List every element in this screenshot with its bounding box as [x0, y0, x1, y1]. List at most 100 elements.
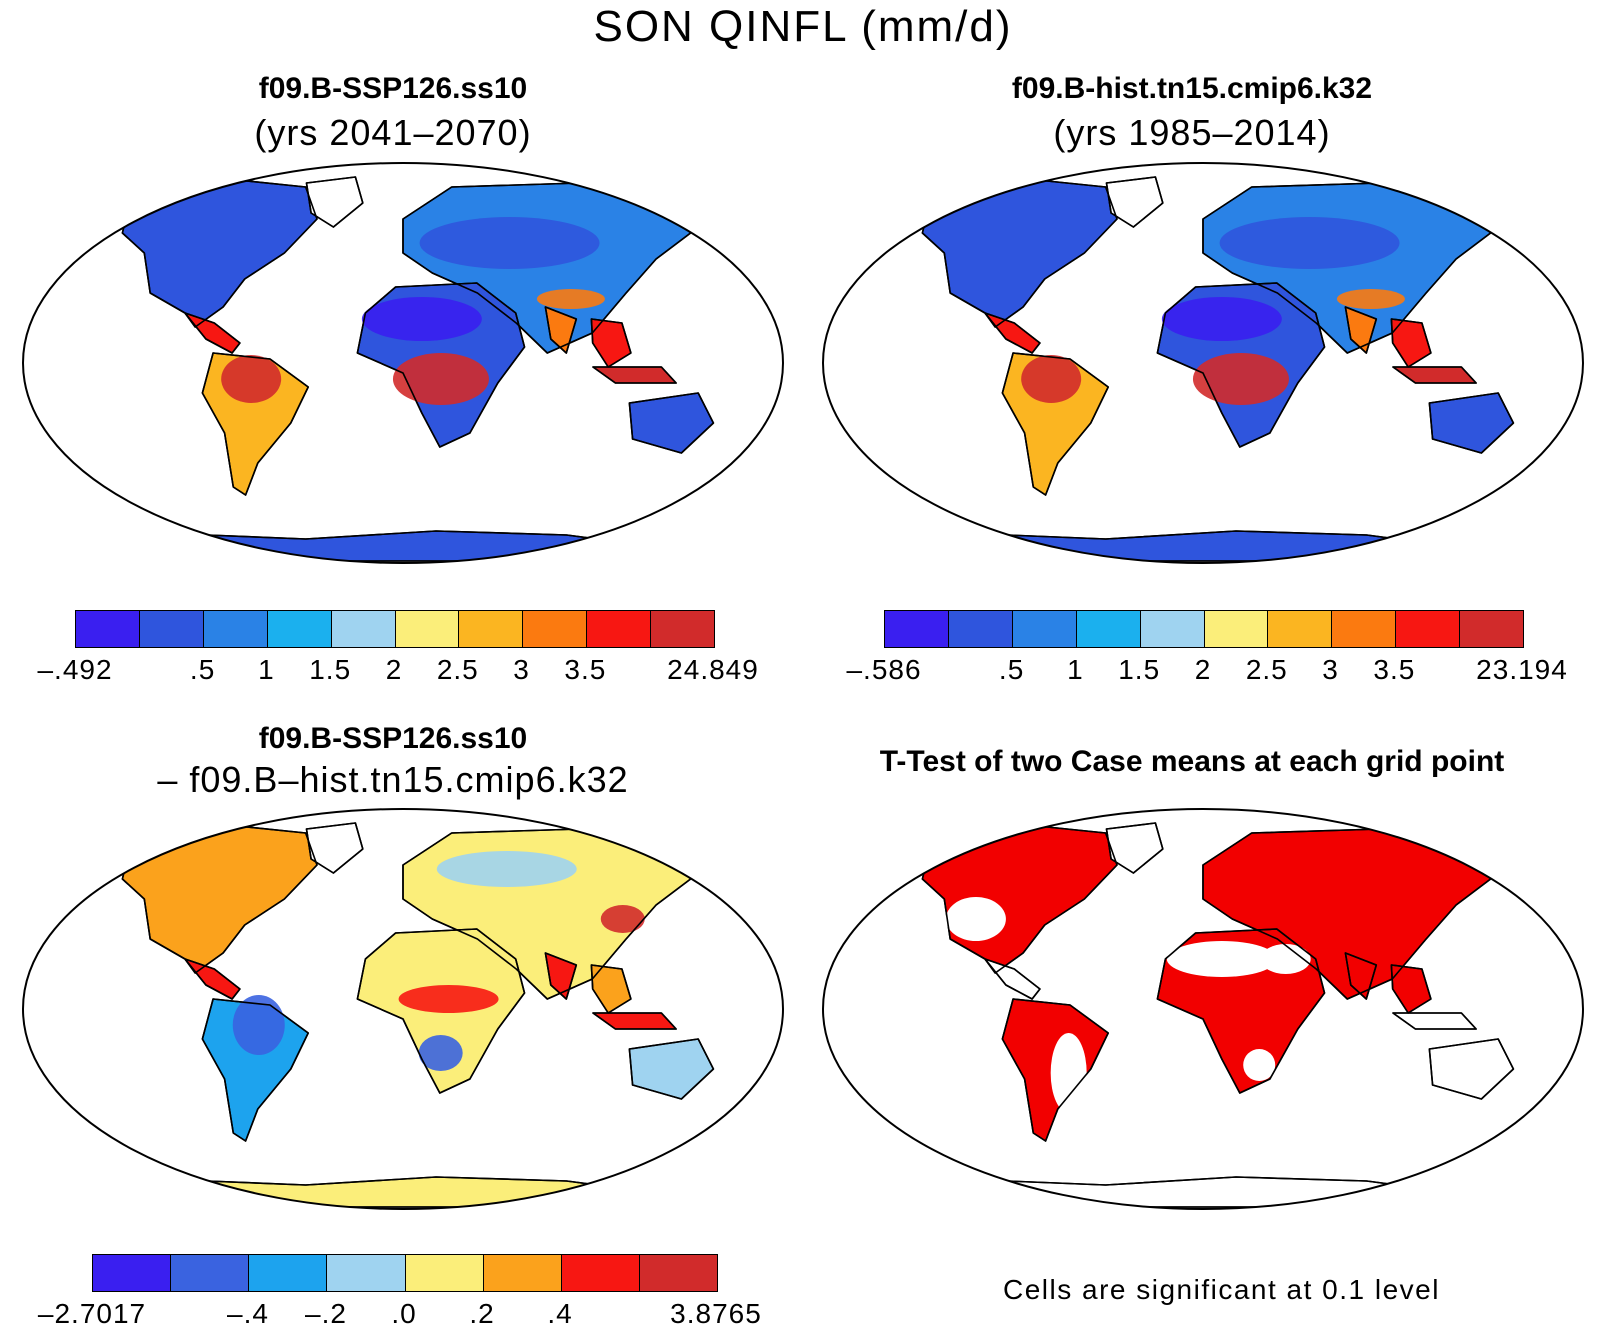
coastline-seAsia [1390, 964, 1432, 1014]
coastline-centralAmerica [984, 958, 1041, 1000]
coastline-australia [1428, 1038, 1515, 1100]
coastline-africa [1156, 928, 1326, 1094]
map-panel-4 [822, 808, 1584, 1210]
landmass-australia [1428, 1038, 1515, 1100]
map-panel-1 [22, 162, 784, 564]
map-panel-3 [22, 808, 784, 1210]
coastline-southAmerica [201, 352, 310, 496]
landmass-centralAmerica [984, 958, 1041, 1000]
colorbar-swatch [76, 611, 140, 647]
panel-1-title: f09.B-SSP126.ss10 [258, 72, 528, 105]
colorbar-tick-label: .0 [391, 1298, 417, 1329]
coastline-northAmerica [921, 824, 1118, 974]
colorbar-tick-label: 3.5 [564, 654, 607, 685]
coastline-africa [356, 928, 526, 1094]
field-patch [1192, 353, 1289, 405]
colorbar-swatch [1012, 611, 1077, 647]
coastline-seAsia [1390, 318, 1432, 368]
coastline-indonesia [592, 1012, 677, 1030]
coastline-northAmerica [921, 178, 1118, 328]
colorbar-tick-label: 2 [385, 654, 403, 685]
map-boundary [822, 808, 1584, 1210]
landmass-centralAmerica [184, 312, 241, 354]
colorbar-swatch [139, 611, 204, 647]
field-patch [361, 297, 482, 341]
colorbar-swatch [267, 611, 332, 647]
landmass-centralAmerica [184, 958, 241, 1000]
field-patch [1336, 289, 1405, 309]
non-significant-area [945, 897, 1006, 941]
coastline-africa [356, 282, 526, 448]
colorbar-tick-label: .2 [469, 1298, 495, 1329]
landmass-northAmerica [121, 178, 318, 328]
colorbar-swatch [171, 1255, 250, 1291]
panel-3-subtitle: – f09.B–hist.tn15.cmip6.k32 [157, 759, 629, 800]
coastline-indonesia [1392, 1012, 1477, 1030]
colorbar-panel-2 [884, 610, 1524, 648]
colorbar-swatch [639, 1255, 717, 1291]
colorbar-swatch [203, 611, 268, 647]
colorbar-tick-label: 2.5 [1245, 654, 1288, 685]
field-patch [436, 851, 577, 887]
field-patch [419, 217, 600, 269]
colorbar-swatch [885, 611, 949, 647]
coastline-southAmerica [1001, 352, 1110, 496]
colorbar-tick-label: .5 [189, 654, 216, 685]
colorbar-swatch [395, 611, 460, 647]
colorbar-tick-label: 1 [1067, 654, 1084, 685]
colorbar-swatch [327, 1255, 406, 1291]
field-patch [1219, 217, 1400, 269]
colorbar-swatch [651, 611, 715, 647]
field-patch [392, 353, 489, 405]
figure-title: SON QINFL (mm/d) [593, 2, 1013, 51]
panel-3-title: f09.B-SSP126.ss10 [258, 722, 528, 755]
colorbar-swatch [1268, 611, 1333, 647]
colorbar-swatch [331, 611, 396, 647]
coastline-africa [1156, 282, 1326, 448]
colorbar-swatch [1140, 611, 1205, 647]
colorbar-swatch [1076, 611, 1141, 647]
colorbar-tick-label: –.4 [227, 1298, 269, 1329]
colorbar-swatch [587, 611, 652, 647]
coastline-centralAmerica [984, 312, 1041, 354]
colorbar-tick-label: –.2 [305, 1298, 347, 1329]
colorbar-swatch [1332, 611, 1397, 647]
colorbar-tick-label: 3 [1322, 654, 1339, 685]
colorbar-tick-label: 1.5 [309, 654, 352, 685]
coastline-greenland [1105, 822, 1164, 874]
coastline-greenland [305, 822, 364, 874]
colorbar-tick-label: 3.8765 [670, 1298, 762, 1329]
map-panel-2 [822, 162, 1584, 564]
non-significant-area [1166, 941, 1277, 977]
colorbar-swatch [523, 611, 588, 647]
colorbar-tick-label: 24.849 [667, 654, 759, 685]
colorbar-swatch [459, 611, 524, 647]
coastline-southAmerica [1001, 998, 1110, 1142]
coastline-india [1344, 306, 1378, 354]
coastline-indonesia [1392, 366, 1477, 384]
coastline-india [1344, 952, 1378, 1000]
coastline-australia [628, 392, 715, 454]
colorbar-tick-label: –2.7017 [37, 1298, 147, 1329]
landmass-australia [628, 1038, 715, 1100]
colorbar-tick-label: 2 [1194, 654, 1212, 685]
panel-2-subtitle: (yrs 1985–2014) [1053, 112, 1331, 153]
coastline-southAmerica [201, 998, 310, 1142]
coastline-seAsia [590, 318, 632, 368]
coastline-greenland [305, 176, 364, 228]
colorbar-swatch [1460, 611, 1524, 647]
colorbar-tick-label: 1.5 [1118, 654, 1161, 685]
colorbar-swatch [93, 1255, 172, 1291]
landmass-northAmerica [921, 824, 1118, 974]
colorbar-tick-label: 2.5 [436, 654, 479, 685]
colorbar-swatch [561, 1255, 640, 1291]
colorbar-swatch [1204, 611, 1269, 647]
non-significant-area [1050, 1033, 1087, 1113]
colorbar-tick-label: 3.5 [1373, 654, 1416, 685]
significance-note: Cells are significant at 0.1 level [1003, 1274, 1440, 1305]
panel-2-title: f09.B-hist.tn15.cmip6.k32 [1011, 72, 1373, 105]
coastline-indonesia [592, 366, 677, 384]
coastline-australia [628, 1038, 715, 1100]
coastline-centralAmerica [184, 958, 241, 1000]
coastline-india [544, 306, 578, 354]
